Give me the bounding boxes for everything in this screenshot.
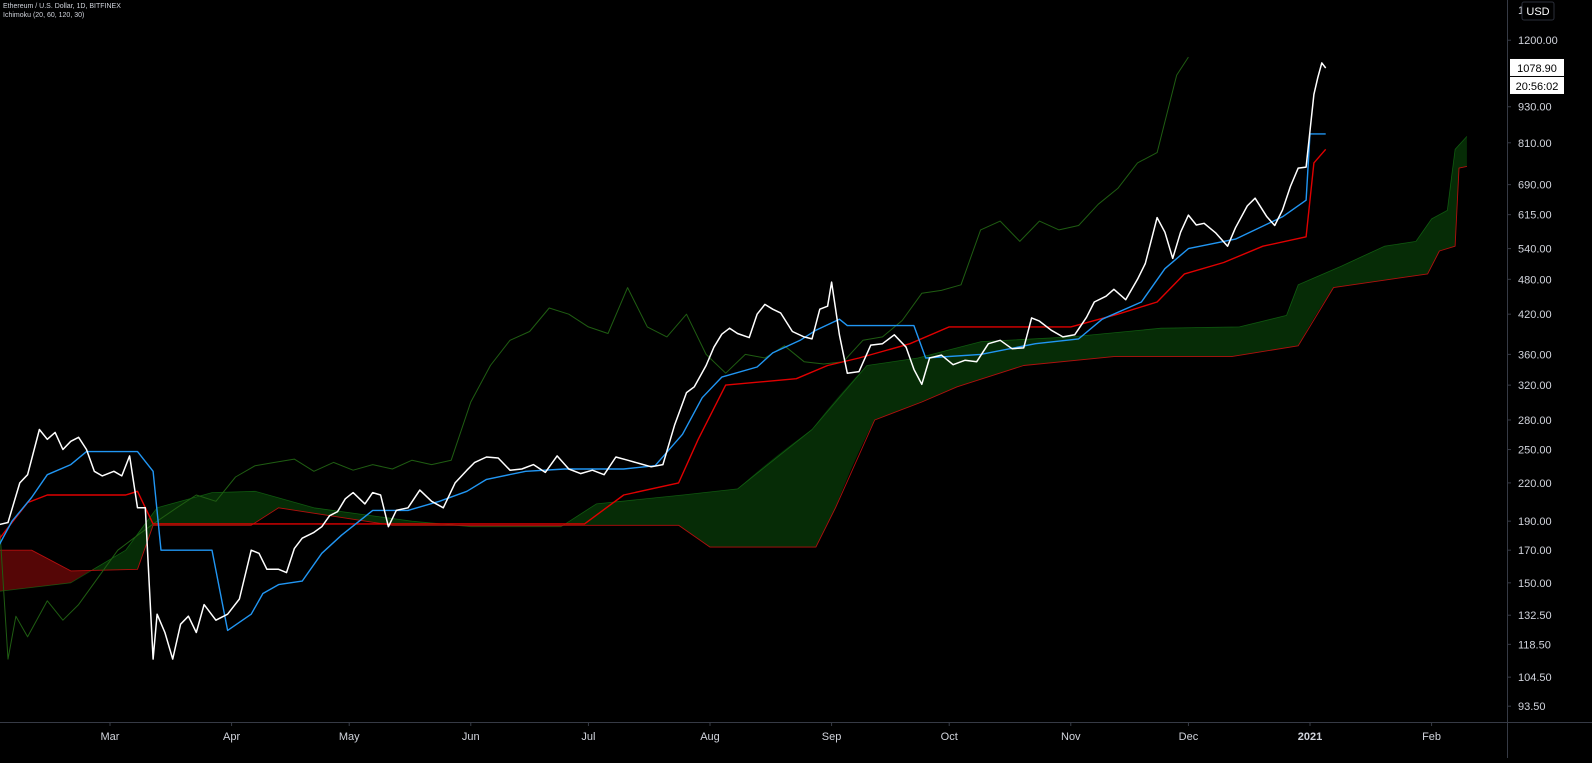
cloud-segment-3-bullish	[564, 136, 1467, 548]
y-tick-label: 170.00	[1518, 545, 1552, 557]
x-tick-label: Oct	[941, 731, 958, 743]
series-conversion-line	[0, 133, 1326, 632]
countdown-tag	[1510, 76, 1564, 94]
y-tick-label: 360.00	[1518, 349, 1552, 361]
y-tick-label: 250.00	[1518, 445, 1552, 457]
series-span-b-line	[0, 165, 1467, 572]
currency-label: USD	[1526, 6, 1549, 18]
y-tick-label: 93.50	[1518, 701, 1546, 713]
x-tick-label: Aug	[700, 731, 720, 743]
series-span-a-line	[0, 136, 1468, 592]
y-tick-label: 320.00	[1518, 380, 1552, 392]
y-tick-label: 930.00	[1518, 102, 1552, 114]
last-price-label: 1078.90	[1517, 63, 1557, 75]
currency-badge	[1521, 1, 1555, 21]
x-tick-label: Sep	[822, 731, 842, 743]
cloud-segment-1-bullish	[94, 491, 460, 571]
x-tick-label: Dec	[1179, 731, 1199, 743]
y-tick-label: 1200.00	[1518, 35, 1558, 47]
y-tick-label: 420.00	[1518, 309, 1552, 321]
y-tick-label: 190.00	[1518, 516, 1552, 528]
y-tick-label: 132.50	[1518, 610, 1552, 622]
x-tick-label: Mar	[101, 731, 120, 743]
series-base-line	[0, 148, 1327, 540]
y-tick-label: 220.00	[1518, 478, 1552, 490]
indicator-legend: Ichimoku (20, 60, 120, 30)	[3, 12, 85, 19]
series-lagging-line	[0, 56, 1189, 660]
x-tick-label: Nov	[1061, 731, 1081, 743]
cloud-segment-0-bearish	[0, 550, 95, 592]
y-tick-label: 104.50	[1518, 672, 1552, 684]
y-tick-label: 615.00	[1518, 210, 1552, 222]
last-price-tag	[1510, 58, 1564, 76]
series-price-line	[0, 62, 1327, 660]
countdown-label: 20:56:02	[1516, 81, 1559, 93]
x-tick-label: May	[339, 731, 360, 743]
x-tick-label: Jun	[462, 731, 480, 743]
y-tick-label: 280.00	[1518, 415, 1552, 427]
y-tick-label: 150.00	[1518, 578, 1552, 590]
x-tick-label: Apr	[223, 731, 240, 743]
y-tick-label: 118.50	[1518, 639, 1551, 651]
chart-header: Ethereum / U.S. Dollar, 1D, BITFINEX Ich…	[3, 2, 121, 20]
y-tick-label: 690.00	[1518, 180, 1552, 192]
x-tick-label: Jul	[581, 731, 595, 743]
y-tick-label: 480.00	[1518, 274, 1552, 286]
symbol-title: Ethereum / U.S. Dollar, 1D, BITFINEX	[3, 3, 121, 10]
x-tick-label: 2021	[1298, 731, 1322, 743]
series-lines	[0, 56, 1468, 660]
x-tick-label: Feb	[1422, 731, 1441, 743]
y-tick-label: 540.00	[1518, 244, 1552, 256]
y-tick-label: 810.00	[1518, 138, 1552, 150]
